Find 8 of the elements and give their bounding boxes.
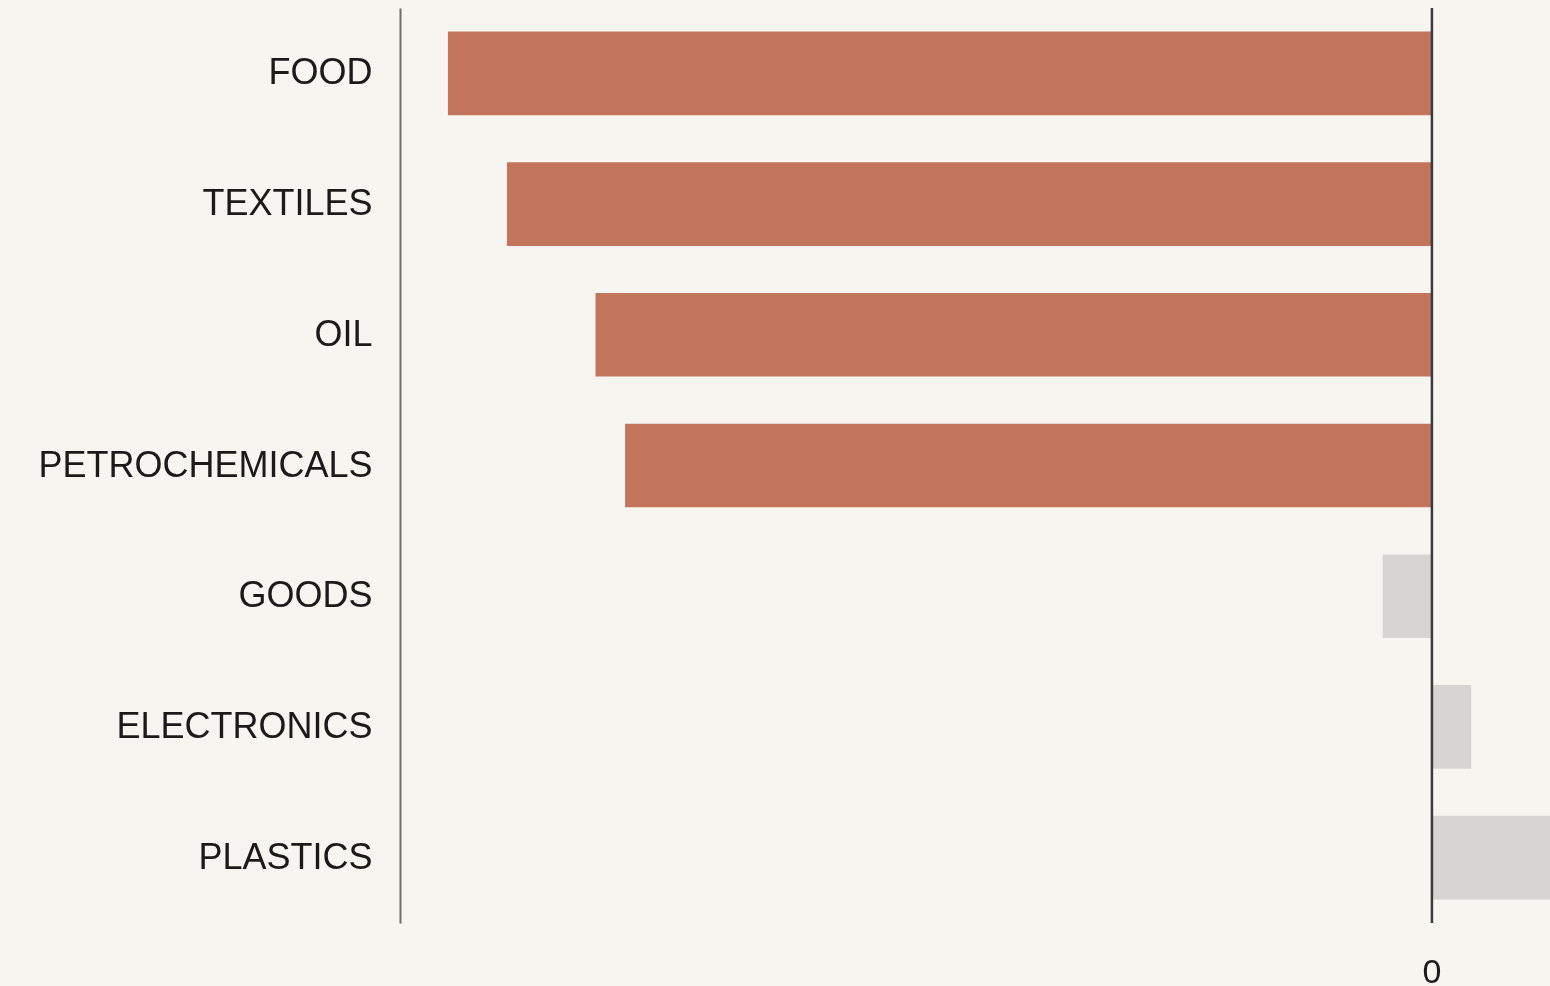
y-tick-label: ELECTRONICS (116, 704, 373, 746)
y-tick-label: TEXTILES (202, 182, 373, 224)
y-tick-label: PLASTICS (198, 835, 373, 877)
y-tick-label: PETROCHEMICALS (38, 443, 373, 485)
y-tick-label: FOOD (268, 51, 373, 93)
y-tick-label: GOODS (238, 574, 373, 616)
y-tick-label: OIL (314, 312, 373, 354)
annotation: 0 (1422, 952, 1442, 986)
